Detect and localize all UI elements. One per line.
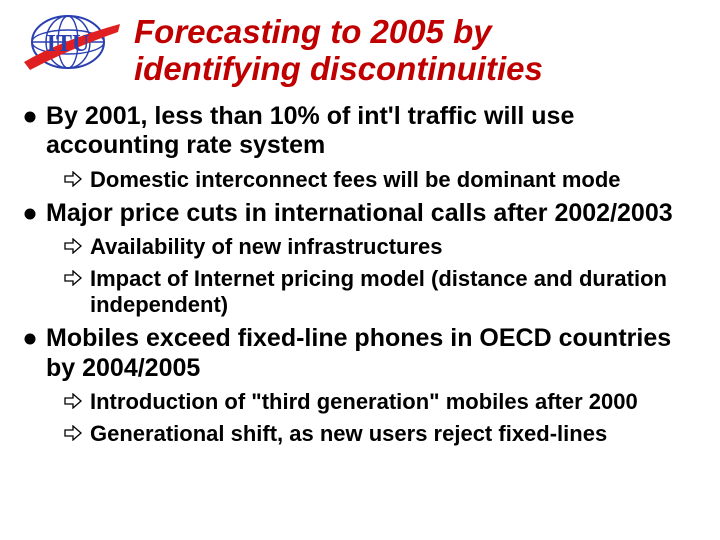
- bullet-level1: By 2001, less than 10% of int'l traffic …: [24, 102, 698, 161]
- bullet-level2-text: Impact of Internet pricing model (distan…: [90, 266, 698, 318]
- bullet-level1: Major price cuts in international calls …: [24, 199, 698, 229]
- arrow-icon: [64, 238, 82, 254]
- bullet-level2: Availability of new infrastructures: [64, 234, 698, 260]
- bullet-level2-text: Introduction of "third generation" mobil…: [90, 389, 638, 415]
- disc-icon: [24, 208, 36, 220]
- slide-title: Forecasting to 2005 by identifying disco…: [134, 12, 543, 88]
- slide-header: ITU Forecasting to 2005 by identifying d…: [22, 12, 698, 88]
- arrow-icon: [64, 393, 82, 409]
- slide-body: By 2001, less than 10% of int'l traffic …: [22, 102, 698, 447]
- bullet-level2: Introduction of "third generation" mobil…: [64, 389, 698, 415]
- disc-icon: [24, 333, 36, 345]
- title-line-1: Forecasting to 2005 by: [134, 13, 492, 50]
- title-line-2: identifying discontinuities: [134, 50, 543, 87]
- bullet-level1-text: Major price cuts in international calls …: [46, 199, 673, 229]
- arrow-icon: [64, 171, 82, 187]
- arrow-icon: [64, 270, 82, 286]
- bullet-level1-text: Mobiles exceed fixed-line phones in OECD…: [46, 324, 698, 383]
- bullet-level2-text: Domestic interconnect fees will be domin…: [90, 167, 621, 193]
- logo-text: ITU: [47, 31, 90, 57]
- disc-icon: [24, 111, 36, 123]
- bullet-level1: Mobiles exceed fixed-line phones in OECD…: [24, 324, 698, 383]
- bullet-level2: Domestic interconnect fees will be domin…: [64, 167, 698, 193]
- bullet-level2: Generational shift, as new users reject …: [64, 421, 698, 447]
- bullet-level2: Impact of Internet pricing model (distan…: [64, 266, 698, 318]
- bullet-level2-text: Availability of new infrastructures: [90, 234, 443, 260]
- itu-logo: ITU: [22, 12, 122, 78]
- bullet-level1-text: By 2001, less than 10% of int'l traffic …: [46, 102, 698, 161]
- bullet-level2-text: Generational shift, as new users reject …: [90, 421, 607, 447]
- arrow-icon: [64, 425, 82, 441]
